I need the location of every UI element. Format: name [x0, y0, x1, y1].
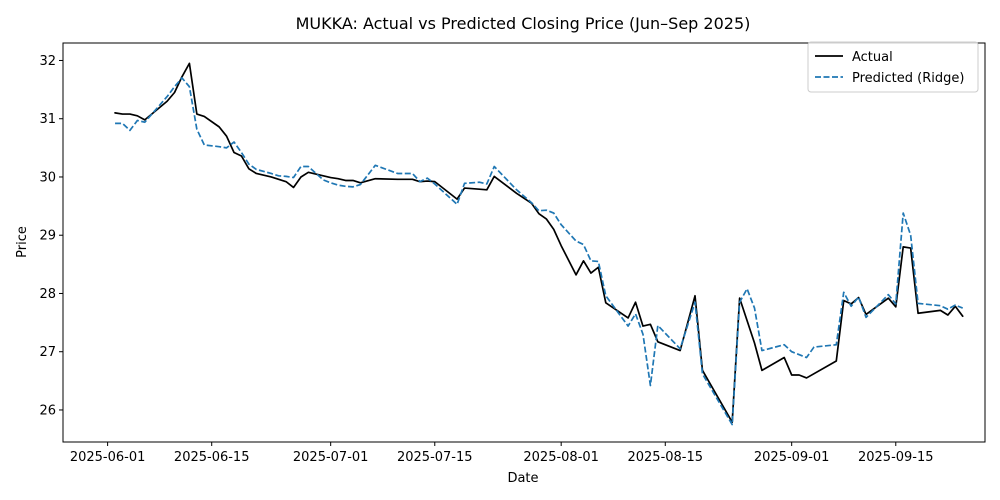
legend-actual-label: Actual — [852, 50, 893, 65]
x-tick-label: 2025-06-01 — [70, 450, 146, 465]
plot-frame — [62, 42, 986, 443]
series-line-actual — [114, 62, 964, 424]
x-tick-label: 2025-09-15 — [858, 450, 934, 465]
x-tick-label: 2025-07-15 — [397, 450, 473, 465]
legend-box — [807, 41, 979, 93]
y-axis-title: Price — [15, 226, 30, 258]
y-tick-label: 32 — [39, 54, 56, 69]
y-tick-label: 26 — [39, 403, 56, 418]
y-tick-label: 29 — [39, 229, 56, 244]
y-tick-label: 27 — [39, 345, 56, 360]
series-line-predicted — [115, 77, 963, 426]
chart-title: MUKKA: Actual vs Predicted Closing Price… — [296, 14, 751, 33]
plot-area — [114, 62, 964, 426]
x-tick-label: 2025-06-15 — [174, 450, 250, 465]
x-tick-label: 2025-07-01 — [293, 450, 369, 465]
axes: 2025-06-01 2025-06-15 2025-07-01 2025-07-15… — [39, 42, 986, 465]
y-tick-label: 31 — [39, 112, 56, 127]
x-tick-label: 2025-08-15 — [627, 450, 703, 465]
x-tick-label: 2025-09-01 — [754, 450, 830, 465]
y-tick-label: 30 — [39, 170, 56, 185]
legend: Actual Predicted (Ridge) — [807, 41, 979, 93]
x-tick-label: 2025-08-01 — [523, 450, 599, 465]
x-axis-title: Date — [507, 471, 538, 486]
y-tick-label: 28 — [39, 287, 56, 302]
legend-predicted-label: Predicted (Ridge) — [852, 71, 964, 86]
